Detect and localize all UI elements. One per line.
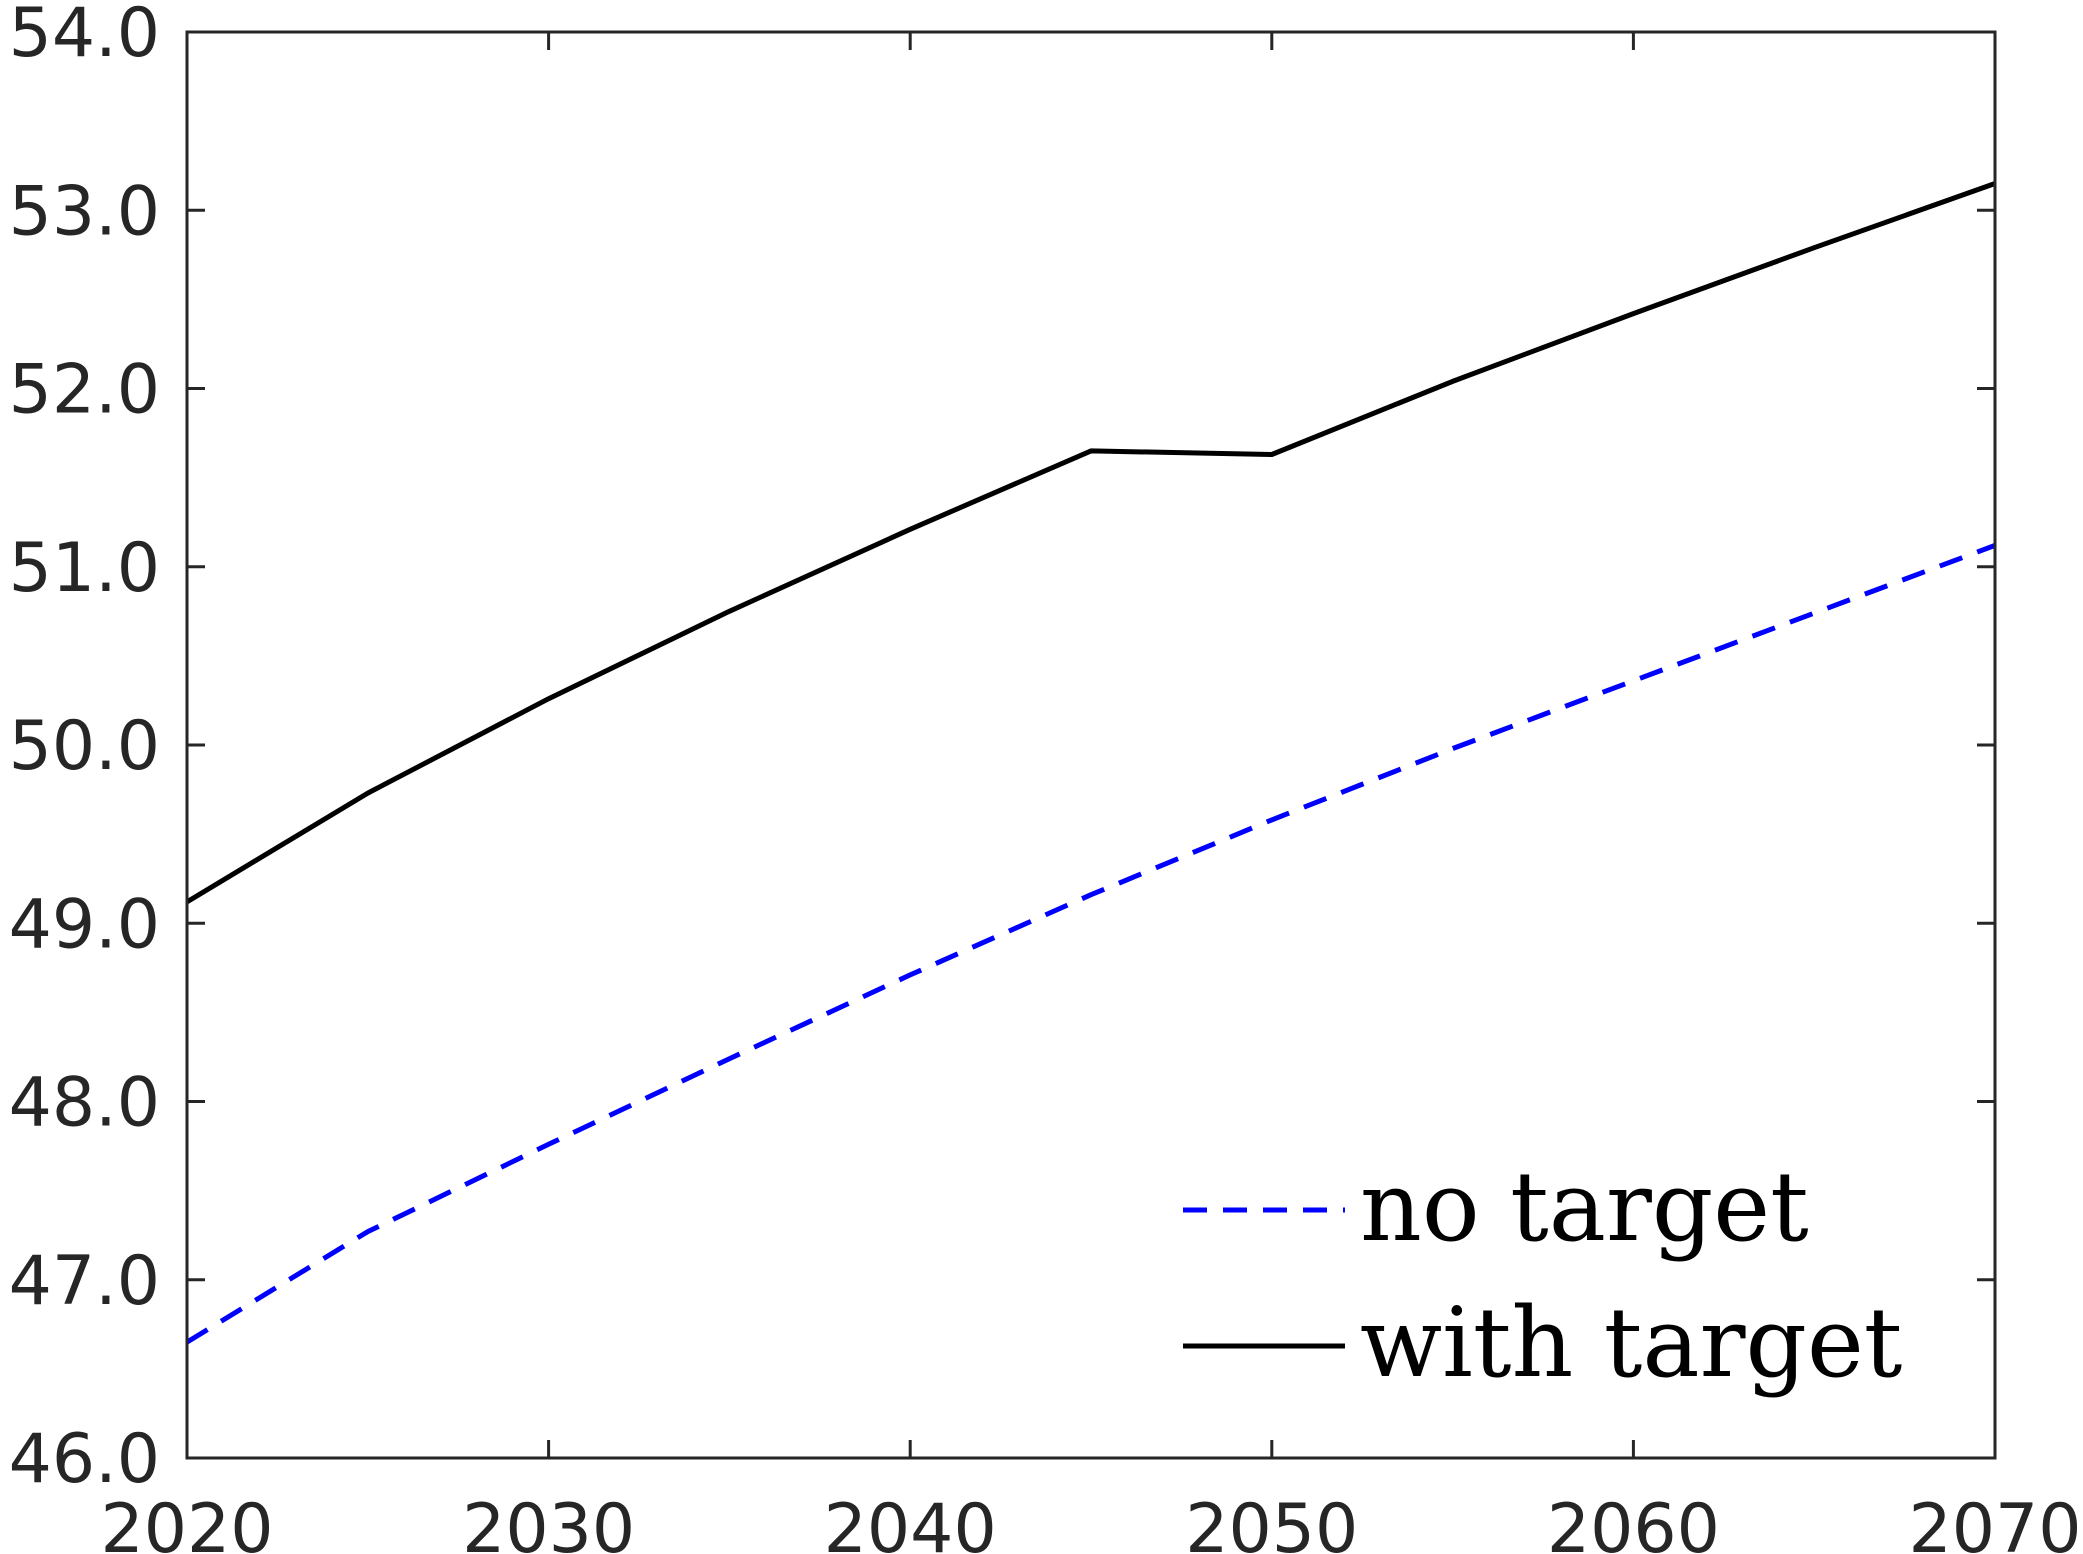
y-tick-label: 49.0 (9, 885, 160, 964)
legend-label: with target (1360, 1287, 1902, 1399)
x-axis-tick-labels: 2020 2030 2040 2050 2060 2070 (100, 1490, 2081, 1554)
x-tick-label: 2040 (824, 1490, 997, 1554)
x-tick-label: 2030 (462, 1490, 635, 1554)
y-axis-tick-labels: 46.0 47.0 48.0 49.0 50.0 51.0 52.0 53.0 54.0 (9, 0, 160, 1499)
x-tick-label: 2060 (1547, 1490, 1720, 1554)
series-line-solid (185, 181, 1996, 905)
series-line-dashed (185, 543, 1996, 1345)
y-tick-label: 53.0 (9, 172, 160, 251)
plot-lines (185, 181, 1996, 1345)
y-tick-label: 48.0 (9, 1064, 160, 1143)
x-tick-label: 2020 (100, 1490, 273, 1554)
axis-ticks (185, 30, 1997, 1460)
x-tick-label: 2070 (1908, 1490, 2081, 1554)
y-tick-label: 46.0 (9, 1420, 160, 1499)
y-tick-label: 50.0 (9, 707, 160, 786)
x-tick-label: 2050 (1185, 1490, 1358, 1554)
y-tick-label: 51.0 (9, 529, 160, 608)
y-tick-label: 47.0 (9, 1242, 160, 1321)
y-tick-label: 52.0 (9, 351, 160, 430)
y-tick-label: 54.0 (9, 0, 160, 73)
legend: no target with target (1183, 1151, 1902, 1399)
legend-label: no target (1360, 1151, 1809, 1263)
